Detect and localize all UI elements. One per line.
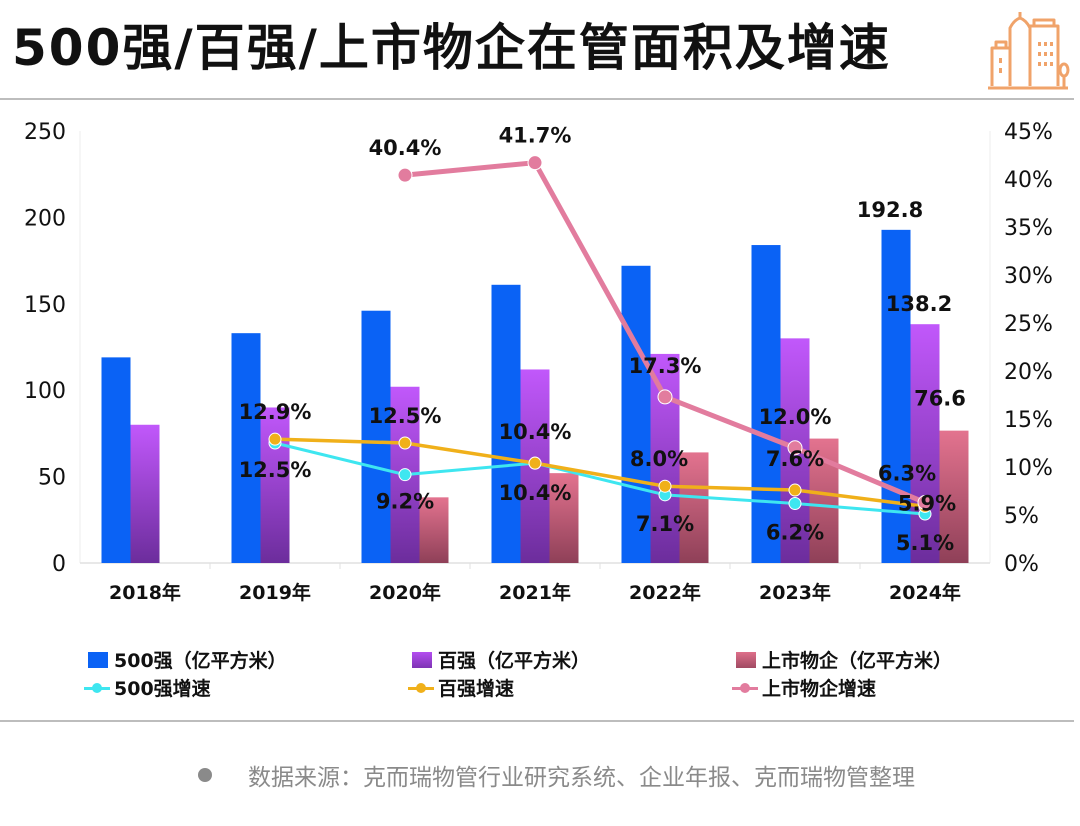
y-right-tick-label: 45% [1004,120,1053,145]
line-point [917,495,933,511]
legend-line-marker [84,677,110,699]
legend-item-top100-growth: 百强增速 [408,674,514,701]
line-data-label: 5.1% [896,531,954,555]
y-right-tick-label: 25% [1004,312,1053,337]
y-right-tick-label: 40% [1004,168,1053,193]
line-point [658,479,672,493]
y-right-tick-label: 30% [1004,264,1053,289]
bar-listed [679,452,709,563]
line-500-growth [274,441,926,516]
footer-divider [0,720,1074,722]
bar-top100 [650,353,680,563]
line-point [657,389,673,405]
y-left-tick-label: 0 [52,552,66,577]
legend-label: 500强增速 [114,678,211,700]
bar-500 [361,310,391,563]
x-tick-label: 2021年 [499,581,571,604]
bar-500 [491,284,521,563]
line-point [788,483,802,497]
header-divider [0,98,1074,100]
line-data-label: 12.9% [239,400,312,424]
chart-legend: 500强（亿平方米） 百强（亿平方米） 上市物企（亿平方米） 500强增速 百强… [0,640,1080,710]
y-left-tick-label: 250 [24,120,66,145]
x-tick-label: 2023年 [759,581,831,604]
line-point [787,440,803,456]
y-left-tick-label: 100 [24,379,66,404]
bullet-icon [198,768,212,782]
x-tick-label: 2019年 [239,581,311,604]
bar-500 [881,229,911,563]
legend-item-listed-area: 上市物企（亿平方米） [736,646,952,673]
x-tick-label: 2022年 [629,581,701,604]
legend-label: 上市物企增速 [762,678,877,700]
y-left-tick-label: 50 [38,466,66,491]
line-point [527,155,543,171]
bar-top100 [910,324,940,563]
y-left-tick-label: 150 [24,293,66,318]
line-data-label: 12.0% [759,405,832,429]
bar-data-label: 76.6 [914,387,966,411]
y-right-tick-label: 5% [1004,504,1039,529]
y-right-tick-label: 10% [1004,456,1053,481]
line-point [398,468,412,482]
line-data-label: 7.1% [636,512,694,536]
legend-swatch [88,651,108,668]
line-data-label: 10.4% [499,420,572,444]
line-data-label: 6.2% [766,520,824,544]
legend-item-listed-growth: 上市物企增速 [732,674,876,701]
line-data-label: 17.3% [629,354,702,378]
legend-label: 500强（亿平方米） [114,650,287,672]
line-data-label: 6.3% [878,462,936,486]
y-right-tick-label: 20% [1004,360,1053,385]
line-top100-growth [274,437,926,509]
line-data-label: 12.5% [369,404,442,428]
line-data-label: 10.4% [499,481,572,505]
legend-line-marker [408,677,434,699]
line-data-label: 5.9% [898,491,956,515]
bar-top100 [130,424,160,563]
legend-label: 百强增速 [438,678,515,700]
line-data-label: 41.7% [499,124,572,148]
legend-label: 上市物企（亿平方米） [762,650,953,672]
line-point [398,436,412,450]
line-data-label: 9.2% [376,490,434,514]
line-point [528,456,542,470]
legend-item-500-growth: 500强增速 [84,674,211,701]
data-source: 数据来源：克而瑞物管行业研究系统、企业年报、克而瑞物管整理 [198,758,915,792]
legend-item-500-area: 500强（亿平方米） [88,646,287,673]
bar-500 [621,265,651,563]
line-point [788,496,802,510]
bar-500 [751,245,781,563]
bar-listed [939,430,969,563]
line-data-label: 12.5% [239,458,312,482]
y-right-tick-label: 15% [1004,408,1053,433]
x-tick-label: 2024年 [889,581,961,604]
y-right-tick-label: 0% [1004,552,1039,577]
city-buildings-icon [988,12,1070,90]
x-tick-label: 2020年 [369,581,441,604]
line-data-label: 40.4% [369,136,442,160]
line-data-label: 7.6% [766,447,824,471]
bar-listed [549,473,579,563]
x-tick-label: 2018年 [109,581,181,604]
line-data-label: 8.0% [630,447,688,471]
bar-500 [101,357,131,563]
bar-data-label: 192.8 [857,198,923,222]
legend-item-top100-area: 百强（亿平方米） [412,646,590,673]
legend-line-marker [732,677,758,699]
data-source-text: 数据来源：克而瑞物管行业研究系统、企业年报、克而瑞物管整理 [248,765,915,791]
chart: 0 50 100 150 200 250 0% 5% 10% 15% 20% 25% 30% 35% 40%… [24,120,1053,604]
page-title: 500强/百强/上市物企在管面积及增速 [12,19,891,77]
legend-swatch [412,651,432,668]
bar-top100 [260,407,290,563]
y-right-tick-label: 35% [1004,216,1053,241]
line-point [268,432,282,446]
y-left-tick-label: 200 [24,206,66,231]
bar-listed [419,497,449,563]
legend-swatch [736,651,756,668]
bar-500 [231,333,261,563]
line-point [397,167,413,183]
bar-data-label: 138.2 [886,292,952,316]
legend-label: 百强（亿平方米） [438,650,591,672]
